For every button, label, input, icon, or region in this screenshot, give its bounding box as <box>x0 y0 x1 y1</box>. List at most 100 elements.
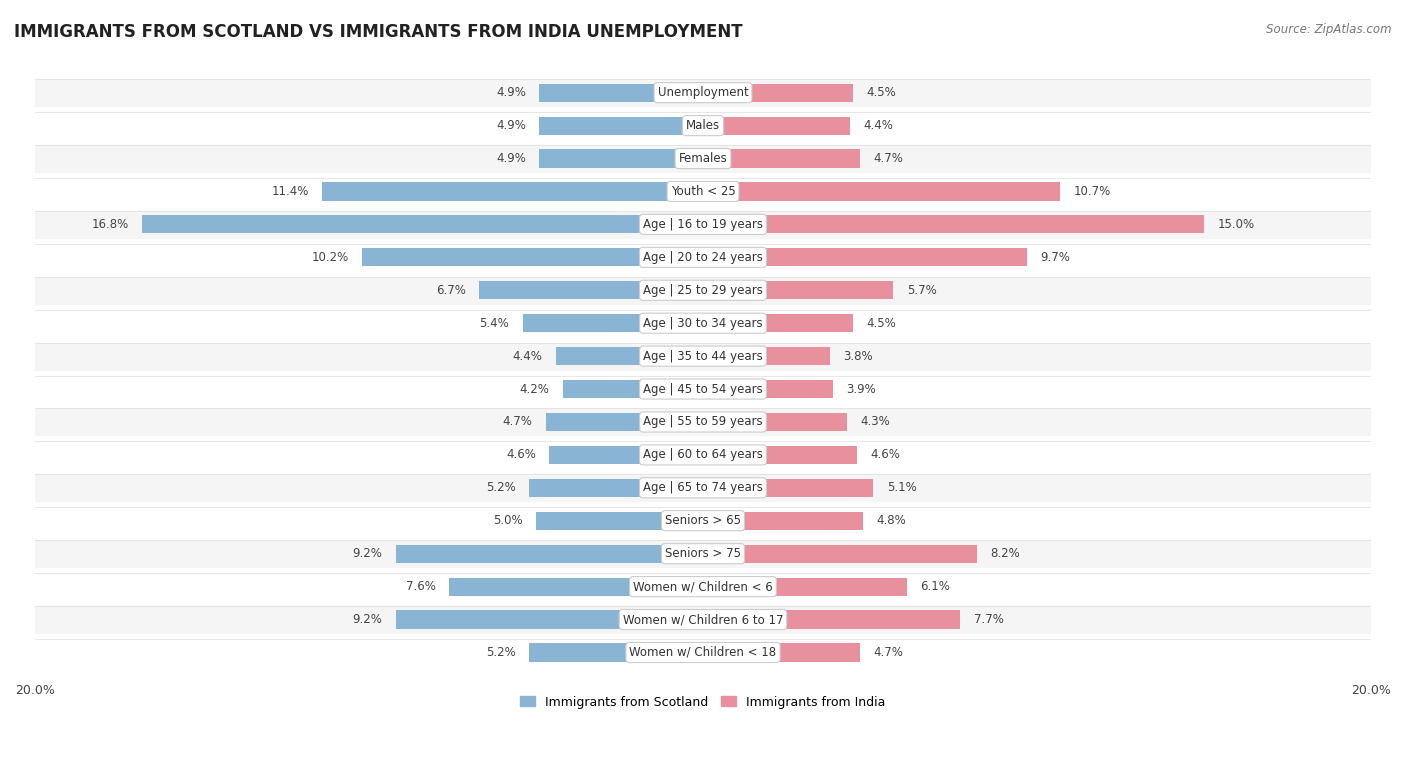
Text: 6.1%: 6.1% <box>920 580 950 593</box>
Text: Age | 65 to 74 years: Age | 65 to 74 years <box>643 481 763 494</box>
Text: 9.2%: 9.2% <box>353 613 382 626</box>
Bar <box>35 310 1371 337</box>
Text: 4.6%: 4.6% <box>870 448 900 462</box>
Text: IMMIGRANTS FROM SCOTLAND VS IMMIGRANTS FROM INDIA UNEMPLOYMENT: IMMIGRANTS FROM SCOTLAND VS IMMIGRANTS F… <box>14 23 742 41</box>
Text: 4.8%: 4.8% <box>877 514 907 528</box>
Bar <box>703 380 834 398</box>
Bar <box>449 578 703 596</box>
Text: 7.7%: 7.7% <box>973 613 1004 626</box>
Bar <box>35 409 1371 435</box>
Text: 3.8%: 3.8% <box>844 350 873 363</box>
Bar <box>540 117 703 135</box>
Text: 4.9%: 4.9% <box>496 152 526 165</box>
Text: 4.9%: 4.9% <box>496 86 526 99</box>
Bar <box>35 178 1371 205</box>
Bar <box>536 512 703 530</box>
Bar <box>35 507 1371 534</box>
Text: Age | 16 to 19 years: Age | 16 to 19 years <box>643 218 763 231</box>
Bar <box>703 117 851 135</box>
Text: 5.7%: 5.7% <box>907 284 936 297</box>
Bar <box>363 248 703 266</box>
Bar <box>35 343 1371 369</box>
Text: 11.4%: 11.4% <box>271 185 309 198</box>
Text: Males: Males <box>686 119 720 132</box>
Text: 4.7%: 4.7% <box>873 646 903 659</box>
Bar <box>703 643 860 662</box>
Bar <box>35 244 1371 271</box>
Bar <box>703 281 893 299</box>
Bar <box>35 475 1371 501</box>
Text: 16.8%: 16.8% <box>91 218 128 231</box>
Bar <box>35 211 1371 238</box>
Text: 10.7%: 10.7% <box>1074 185 1111 198</box>
Text: Age | 30 to 34 years: Age | 30 to 34 years <box>643 316 763 330</box>
Bar <box>703 149 860 167</box>
Text: 4.7%: 4.7% <box>873 152 903 165</box>
Text: Females: Females <box>679 152 727 165</box>
Text: 4.6%: 4.6% <box>506 448 536 462</box>
Bar <box>529 643 703 662</box>
Bar <box>142 215 703 233</box>
Text: 5.1%: 5.1% <box>887 481 917 494</box>
Text: Women w/ Children < 6: Women w/ Children < 6 <box>633 580 773 593</box>
Bar <box>322 182 703 201</box>
Text: Youth < 25: Youth < 25 <box>671 185 735 198</box>
Bar <box>703 578 907 596</box>
Bar <box>35 606 1371 633</box>
Bar <box>35 639 1371 666</box>
Bar <box>550 446 703 464</box>
Bar <box>703 544 977 562</box>
Bar <box>35 573 1371 600</box>
Bar <box>703 347 830 365</box>
Bar <box>35 277 1371 304</box>
Text: 4.3%: 4.3% <box>860 416 890 428</box>
Text: 3.9%: 3.9% <box>846 382 876 396</box>
Bar <box>703 314 853 332</box>
Text: Source: ZipAtlas.com: Source: ZipAtlas.com <box>1267 23 1392 36</box>
Text: 4.9%: 4.9% <box>496 119 526 132</box>
Bar <box>562 380 703 398</box>
Bar <box>703 478 873 497</box>
Text: 6.7%: 6.7% <box>436 284 465 297</box>
Bar <box>540 83 703 101</box>
Text: 5.4%: 5.4% <box>479 316 509 330</box>
Text: 8.2%: 8.2% <box>990 547 1019 560</box>
Bar <box>546 413 703 431</box>
Text: 5.2%: 5.2% <box>486 646 516 659</box>
Text: 5.0%: 5.0% <box>494 514 523 528</box>
Bar <box>555 347 703 365</box>
Bar <box>703 512 863 530</box>
Text: 4.4%: 4.4% <box>863 119 893 132</box>
Bar <box>395 544 703 562</box>
Text: Age | 25 to 29 years: Age | 25 to 29 years <box>643 284 763 297</box>
Text: Seniors > 75: Seniors > 75 <box>665 547 741 560</box>
Bar <box>35 79 1371 106</box>
Text: 9.2%: 9.2% <box>353 547 382 560</box>
Text: 15.0%: 15.0% <box>1218 218 1254 231</box>
Text: Age | 20 to 24 years: Age | 20 to 24 years <box>643 251 763 264</box>
Bar <box>703 413 846 431</box>
Bar <box>35 375 1371 403</box>
Text: Age | 60 to 64 years: Age | 60 to 64 years <box>643 448 763 462</box>
Legend: Immigrants from Scotland, Immigrants from India: Immigrants from Scotland, Immigrants fro… <box>516 690 890 714</box>
Text: 7.6%: 7.6% <box>406 580 436 593</box>
Bar <box>703 83 853 101</box>
Text: 4.5%: 4.5% <box>866 316 897 330</box>
Text: Age | 35 to 44 years: Age | 35 to 44 years <box>643 350 763 363</box>
Bar <box>703 182 1060 201</box>
Bar <box>529 478 703 497</box>
Text: 10.2%: 10.2% <box>312 251 349 264</box>
Bar <box>703 446 856 464</box>
Bar <box>35 540 1371 567</box>
Text: Unemployment: Unemployment <box>658 86 748 99</box>
Text: 9.7%: 9.7% <box>1040 251 1070 264</box>
Bar <box>35 441 1371 469</box>
Text: Seniors > 65: Seniors > 65 <box>665 514 741 528</box>
Bar <box>35 145 1371 172</box>
Text: Women w/ Children < 18: Women w/ Children < 18 <box>630 646 776 659</box>
Bar <box>540 149 703 167</box>
Text: 4.5%: 4.5% <box>866 86 897 99</box>
Text: Women w/ Children 6 to 17: Women w/ Children 6 to 17 <box>623 613 783 626</box>
Bar <box>703 248 1026 266</box>
Bar <box>703 610 960 628</box>
